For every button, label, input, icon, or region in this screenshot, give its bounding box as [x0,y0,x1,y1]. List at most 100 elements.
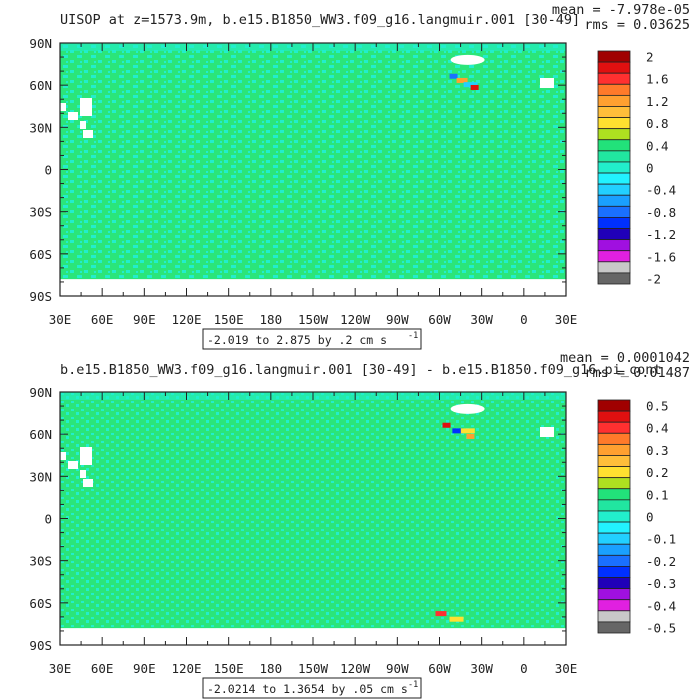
x-tick-label: 150E [214,661,244,676]
anomaly-cell [449,73,458,79]
y-tick-label: 0 [44,512,52,527]
land-mask-greenland [450,54,485,65]
x-tick-label: 150W [298,312,329,327]
y-tick-label: 30S [29,205,52,220]
colorbar-cell [597,421,631,434]
x-tick-label: 180 [260,312,283,327]
colorbar-cell [597,272,631,285]
x-tick-label: 150W [298,661,329,676]
colorbar-cell [597,599,631,612]
anomaly-cell [463,82,478,88]
panel-title: b.e15.B1850_WW3.f09_g16.langmuir.001 [30… [60,362,661,378]
range-label-exponent: -1 [408,680,418,690]
y-tick-label: 90N [29,36,52,51]
colorbar-cell [597,94,631,107]
colorbar-label: -0.2 [646,554,676,569]
mean-stat: mean = 0.0001042 [560,350,690,366]
x-tick-label: 60E [91,661,114,676]
field-fill [60,43,566,296]
range-label-box [202,677,422,699]
colorbar-label: 0.8 [646,116,669,131]
land-mask-blob [80,447,92,465]
colorbar-cell [597,477,631,490]
y-tick-label: 30S [29,554,52,569]
colorbar-label: -0.8 [646,205,676,220]
colorbar-cell [597,543,631,556]
land-mask-blob [68,461,78,469]
colorbar-cell [597,588,631,601]
y-tick-label: 60S [29,247,52,262]
x-tick-label: 120W [340,312,371,327]
colorbar-label: 0.2 [646,465,669,480]
x-tick-label: 120W [340,661,371,676]
colorbar-label: 1.2 [646,94,669,109]
colorbar-label: -1.2 [646,227,676,242]
x-tick-label: 90E [133,661,156,676]
colorbar-cell [597,117,631,130]
anomaly-cell [452,428,464,434]
x-tick-label: 60E [91,312,114,327]
colorbar-cell [597,466,631,479]
colorbar-cell [597,432,631,445]
land-mask-blob [68,112,78,120]
anomaly-cell [449,616,464,622]
colorbar-cell [597,510,631,523]
x-tick-label: 90W [386,312,409,327]
rms-stat: rms = 0.03625 [584,17,690,33]
x-tick-label: 30E [555,312,578,327]
land-mask-blob [80,470,86,478]
x-tick-label: 30W [470,661,493,676]
colorbar-label: -1.6 [646,249,676,264]
colorbar-cell [597,172,631,185]
colorbar-label: -0.1 [646,532,676,547]
colorbar-cell [597,399,631,412]
colorbar-cell [597,128,631,141]
land-mask-blob [83,130,93,138]
land-mask-blob [540,78,554,88]
x-tick-label: 0 [520,661,528,676]
colorbar-cell [597,521,631,534]
anomaly-cell [435,611,447,617]
colorbar-cell [597,532,631,545]
colorbar-cell [597,183,631,196]
colorbar-label: -0.4 [646,598,676,613]
colorbar-cell [597,161,631,174]
colorbar-label: -0.3 [646,576,676,591]
rms-stat: rms = 0.01487 [584,365,690,381]
x-tick-label: 30E [49,312,72,327]
x-tick-label: 90W [386,661,409,676]
colorbar-cell [597,250,631,263]
colorbar-cell [597,150,631,163]
range-label: -2.0214 to 1.3654 by .05 cm s [207,682,408,696]
colorbar-label: -0.4 [646,183,676,198]
x-tick-label: 120E [171,661,201,676]
colorbar-cell [597,577,631,590]
land-mask-blob [60,103,66,111]
colorbar-cell [597,50,631,63]
x-tick-label: 150E [214,312,244,327]
y-tick-label: 60N [29,427,52,442]
colorbar-label: 1.6 [646,72,669,87]
x-tick-label: 60W [428,661,451,676]
colorbar-cell [597,217,631,229]
y-tick-label: 60S [29,596,52,611]
colorbar-label: 0.5 [646,399,669,414]
colorbar-cell [597,410,631,423]
colorbar-cell [597,261,631,274]
x-tick-label: 120E [171,312,201,327]
colorbar-label: -2 [646,271,661,286]
range-label-exponent: -1 [408,331,418,341]
colorbar-cell [597,443,631,456]
x-tick-label: 30E [49,661,72,676]
land-mask-blob [83,479,93,487]
colorbar-cell [597,566,631,578]
land-mask-blob [80,98,92,116]
colorbar-cell [597,83,631,96]
colorbar-label: 0 [646,510,654,525]
colorbar-cell [597,205,631,218]
land-mask-blob [60,452,66,460]
mean-stat: mean = -7.978e-05 [552,2,690,18]
y-tick-label: 90N [29,385,52,400]
colorbar-cell [597,455,631,467]
